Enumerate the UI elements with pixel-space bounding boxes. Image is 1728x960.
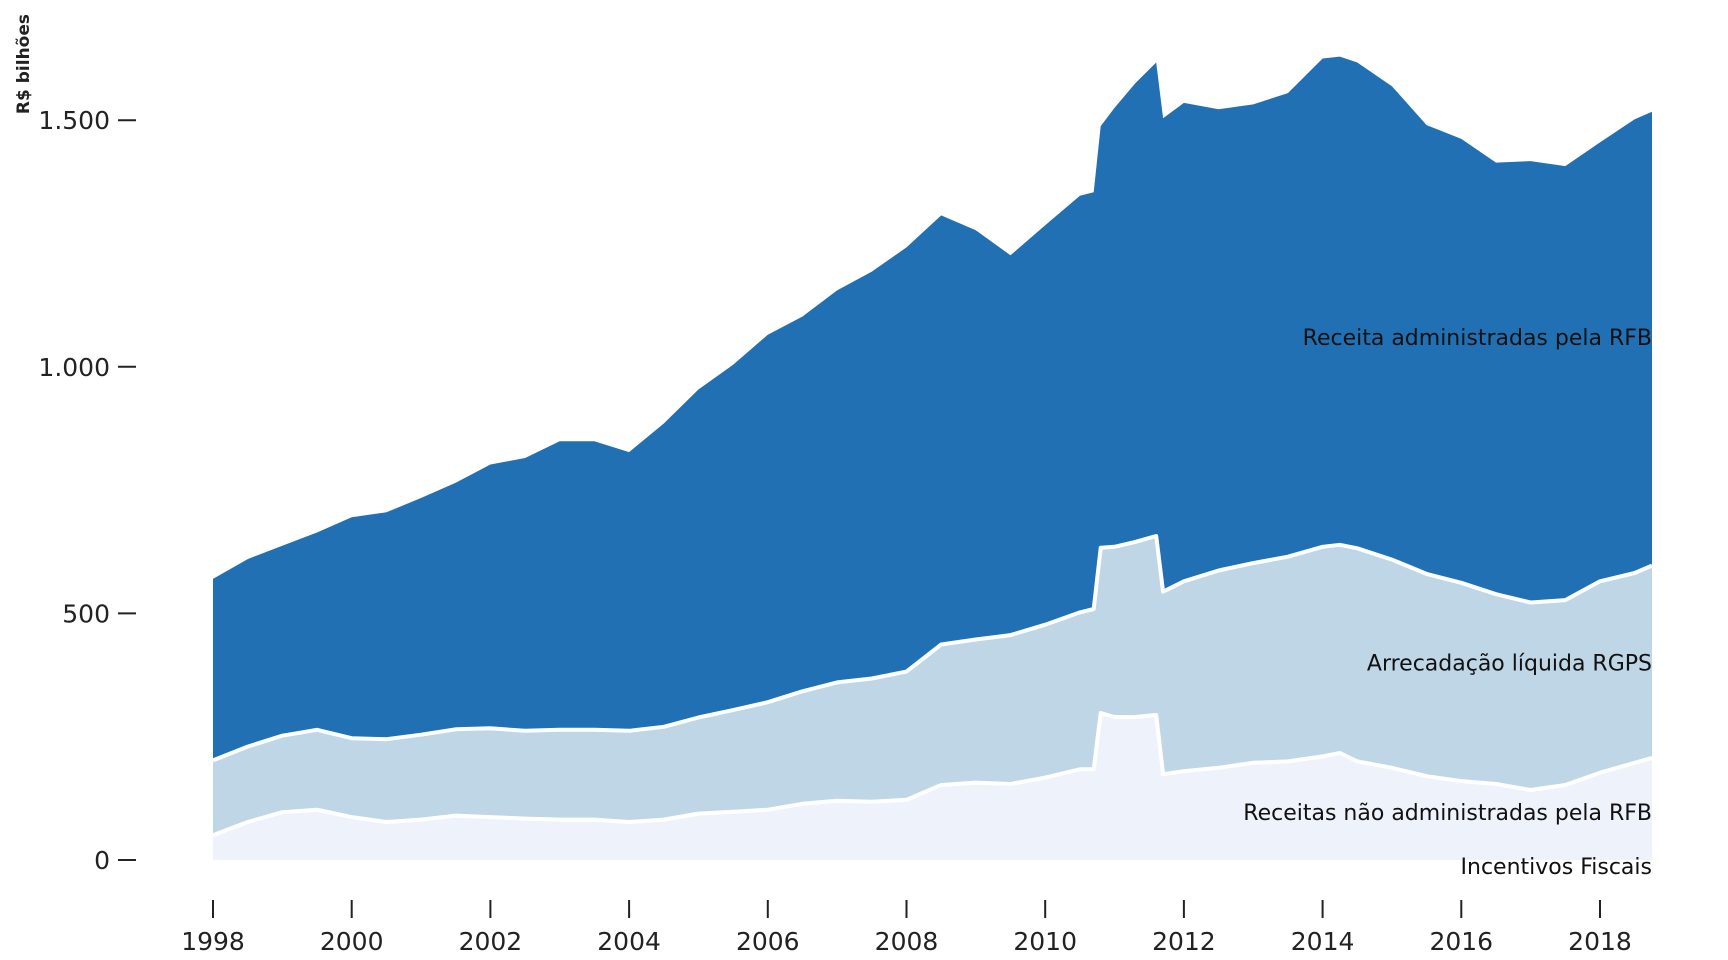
x-axis: 1998 2000 2002 2004 2006 2008 2010 2012 2014 2016… xyxy=(181,900,1632,956)
x-tick-label: 2008 xyxy=(875,927,939,956)
y-tick-label: 500 xyxy=(62,599,110,628)
y-tick-label: 0 xyxy=(94,846,110,875)
y-tick-label: 1.000 xyxy=(38,353,110,382)
area-layers xyxy=(213,56,1652,860)
x-tick-label: 2016 xyxy=(1429,927,1493,956)
separator-arrecadacao-liquida-rgps xyxy=(212,534,1653,763)
series-labels: Receita administradas pela RFB Arrecadaçã… xyxy=(1243,326,1652,880)
y-axis: 0 500 1.000 1.500 xyxy=(38,106,136,875)
series-label: Incentivos Fiscais xyxy=(1461,855,1652,880)
x-tick-label: 2018 xyxy=(1568,927,1632,956)
y-axis-title: R$ bilhões xyxy=(14,14,34,114)
x-tick-label: 2014 xyxy=(1291,927,1355,956)
x-tick-label: 2010 xyxy=(1013,927,1077,956)
separator-receitas-nao-administradas-pela-rfb xyxy=(212,711,1653,838)
x-tick-label: 2004 xyxy=(597,927,661,956)
x-tick-label: 2012 xyxy=(1152,927,1216,956)
series-label: Receitas não administradas pela RFB xyxy=(1243,801,1652,826)
area-receita-administradas-pela-rfb xyxy=(213,56,1652,761)
x-tick-label: 2006 xyxy=(736,927,800,956)
series-label: Receita administradas pela RFB xyxy=(1303,326,1652,351)
series-separators xyxy=(212,534,1653,838)
series-label: Arrecadação líquida RGPS xyxy=(1367,652,1652,677)
y-tick-label: 1.500 xyxy=(38,106,110,135)
area-receitas-nao-administradas-pela-rfb xyxy=(213,713,1652,859)
x-tick-label: 1998 xyxy=(181,927,245,956)
x-tick-label: 2000 xyxy=(320,927,384,956)
x-tick-label: 2002 xyxy=(459,927,523,956)
area-incentivos-fiscais xyxy=(213,859,1652,860)
